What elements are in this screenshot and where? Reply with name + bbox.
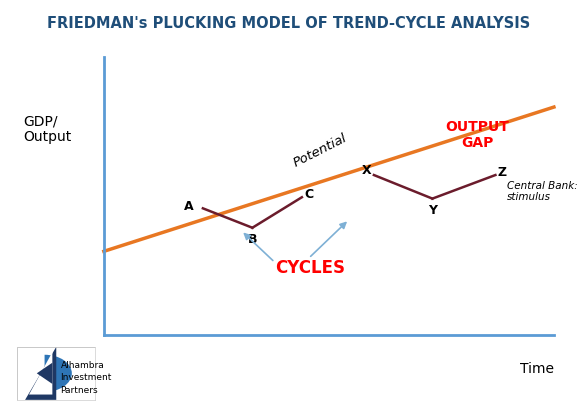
Wedge shape xyxy=(44,355,72,392)
Polygon shape xyxy=(29,352,53,395)
Text: B: B xyxy=(248,233,257,246)
Text: CYCLES: CYCLES xyxy=(275,259,345,277)
Text: A: A xyxy=(184,200,194,213)
Polygon shape xyxy=(25,347,57,400)
Polygon shape xyxy=(37,363,53,384)
Text: Potential: Potential xyxy=(291,131,349,169)
Text: Central Bank: need more
stimulus: Central Bank: need more stimulus xyxy=(507,181,577,202)
Text: GDP/
Output: GDP/ Output xyxy=(23,114,72,144)
Text: FRIEDMAN's PLUCKING MODEL OF TREND-CYCLE ANALYSIS: FRIEDMAN's PLUCKING MODEL OF TREND-CYCLE… xyxy=(47,16,530,31)
Text: Alhambra: Alhambra xyxy=(61,361,104,370)
Text: Z: Z xyxy=(497,166,507,179)
Text: Partners: Partners xyxy=(61,386,98,395)
Text: X: X xyxy=(362,164,372,177)
Text: C: C xyxy=(304,188,313,201)
Text: OUTPUT
GAP: OUTPUT GAP xyxy=(445,120,509,150)
Text: Time: Time xyxy=(520,362,554,376)
Text: Investment: Investment xyxy=(61,373,112,382)
FancyBboxPatch shape xyxy=(17,347,95,400)
Text: Y: Y xyxy=(428,204,437,217)
